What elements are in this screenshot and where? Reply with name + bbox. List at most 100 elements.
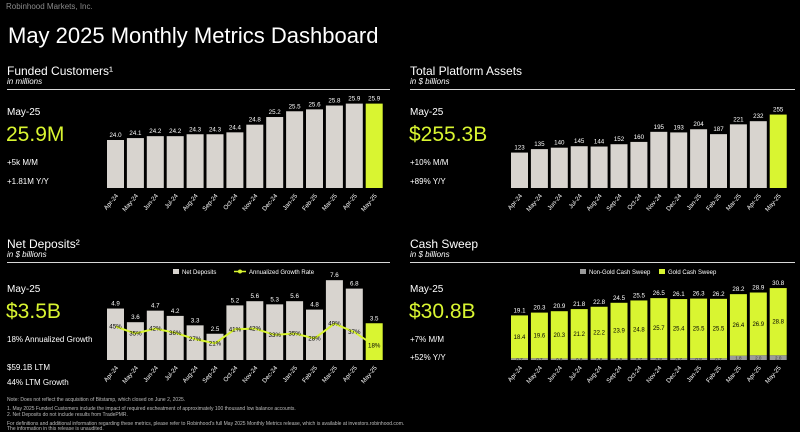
assets-bar-label: 187 <box>713 126 724 133</box>
funded-bar-label: 24.3 <box>189 126 202 133</box>
sweep-gold-bar <box>650 298 668 359</box>
sweep-gold-bar <box>729 294 747 356</box>
assets-bar-label: 135 <box>534 141 545 148</box>
deposits-big-value: $3.5B <box>6 300 61 323</box>
sweep-nongold-bar <box>670 358 688 360</box>
funded-x-label: Jun-24 <box>142 192 160 211</box>
growth-rate-label: 37% <box>348 329 361 336</box>
assets-bar-label: 160 <box>634 134 645 141</box>
assets-bar <box>511 152 528 188</box>
funded-bar <box>345 103 363 188</box>
assets-bar <box>670 132 688 188</box>
sweep-total-label: 25.5 <box>633 292 646 299</box>
sweep-nongold-label: 2.0 <box>755 355 762 360</box>
sweep-divider <box>410 262 795 263</box>
deposits-title: Net Deposits² <box>7 237 80 251</box>
sweep-gold-label: 25.7 <box>653 326 665 332</box>
funded-x-label: Apr-25 <box>342 192 360 211</box>
funded-bar-label: 25.9 <box>368 96 381 103</box>
sweep-gold-bar <box>749 292 767 356</box>
sweep-total-label: 30.8 <box>772 280 785 287</box>
sweep-nongold-bar <box>590 358 608 360</box>
sweep-nongold-label: 0.7 <box>715 357 722 362</box>
legend-nongold-swatch <box>580 269 586 274</box>
sweep-nongold-label: 0.8 <box>656 357 663 362</box>
funded-bar <box>246 124 264 188</box>
company-name: Robinhood Markets, Inc. <box>6 2 93 11</box>
deposits-bar-label: 2.5 <box>211 326 220 333</box>
legend-net-deposits-label: Net Deposits <box>182 270 216 276</box>
assets-x-label: Jan-25 <box>686 192 704 211</box>
funded-bar <box>186 134 204 188</box>
sweep-total-label: 21.8 <box>573 301 586 308</box>
funded-bar-label: 24.3 <box>209 126 222 133</box>
growth-rate-line <box>115 322 375 347</box>
sweep-x-label: Feb-25 <box>705 364 723 384</box>
legend-gold-swatch <box>659 269 665 274</box>
assets-x-label: May-25 <box>764 192 783 213</box>
sweep-gold-label: 28.8 <box>772 320 784 326</box>
sweep-x-label: Sep-24 <box>605 364 624 384</box>
assets-bar <box>550 147 568 188</box>
sweep-total-label: 24.5 <box>613 295 626 302</box>
sweep-total-label: 28.2 <box>732 286 745 293</box>
sweep-gold-label: 20.3 <box>553 333 565 339</box>
deposits-bar-label: 5.6 <box>250 293 259 300</box>
assets-bar-label: 195 <box>654 124 665 131</box>
assets-x-label: Jun-24 <box>546 192 564 211</box>
funded-bar-label: 25.2 <box>269 109 282 116</box>
sweep-nongold-label: 0.7 <box>516 357 523 362</box>
sweep-nongold-bar <box>650 358 668 360</box>
assets-bar <box>630 141 648 188</box>
sweep-nongold-label: 2.0 <box>775 355 782 360</box>
assets-bar <box>690 129 708 188</box>
assets-x-label: May-24 <box>525 192 544 213</box>
assets-bar <box>650 131 668 188</box>
funded-bar <box>126 138 144 188</box>
deposits-bar <box>306 309 323 360</box>
sweep-stat-1: +7% M/M <box>410 335 445 344</box>
deposits-bar-label: 4.7 <box>151 303 160 310</box>
sweep-date: May-25 <box>410 284 444 295</box>
footnote-note: Note: Does not reflect the acquisition o… <box>7 397 186 403</box>
assets-bar-label: 232 <box>753 113 764 120</box>
sweep-x-label: May-24 <box>525 364 544 385</box>
growth-rate-label: 35% <box>129 331 142 338</box>
deposits-bar <box>246 301 264 360</box>
deposits-stat-2: $59.1B LTM <box>7 363 50 372</box>
assets-big-value: $255.3B <box>409 123 488 146</box>
growth-rate-label: 18% <box>368 342 381 349</box>
page-title: May 2025 Monthly Metrics Dashboard <box>8 23 379 48</box>
deposits-bar <box>365 323 383 360</box>
funded-date: May-25 <box>7 107 41 118</box>
growth-rate-label: 36% <box>169 330 182 337</box>
sweep-nongold-label: 0.7 <box>676 357 683 362</box>
sweep-gold-bar <box>511 315 528 359</box>
growth-rate-label: 42% <box>249 326 262 333</box>
funded-bar <box>206 134 224 188</box>
sweep-gold-bar <box>530 312 548 359</box>
sweep-x-label: Jul-24 <box>568 364 585 382</box>
funded-stat-1: +5k M/M <box>7 158 38 167</box>
assets-bar <box>570 146 588 188</box>
funded-bar <box>325 105 343 188</box>
deposits-stat-1: 18% Annualized Growth <box>7 335 93 344</box>
deposits-bar <box>226 305 244 360</box>
growth-rate-label: 42% <box>149 326 162 333</box>
assets-bar-label: 193 <box>674 124 685 131</box>
sweep-nongold-bar <box>530 358 548 360</box>
funded-title: Funded Customers¹ <box>7 64 114 78</box>
sweep-x-label: Jun-24 <box>546 364 564 383</box>
sweep-gold-bar <box>710 298 727 359</box>
sweep-gold-label: 25.5 <box>713 327 725 333</box>
deposits-bar <box>286 301 304 360</box>
sweep-nongold-bar <box>749 355 767 360</box>
assets-bar-label: 255 <box>773 107 784 114</box>
deposits-bar <box>166 315 184 360</box>
sweep-gold-label: 19.6 <box>534 333 546 339</box>
deposits-x-label: Jul-24 <box>164 364 181 382</box>
sweep-nongold-bar <box>710 358 727 360</box>
deposits-bar <box>146 310 164 360</box>
sweep-nongold-label: 0.7 <box>536 357 543 362</box>
deposits-x-label: Jan-25 <box>282 364 300 383</box>
